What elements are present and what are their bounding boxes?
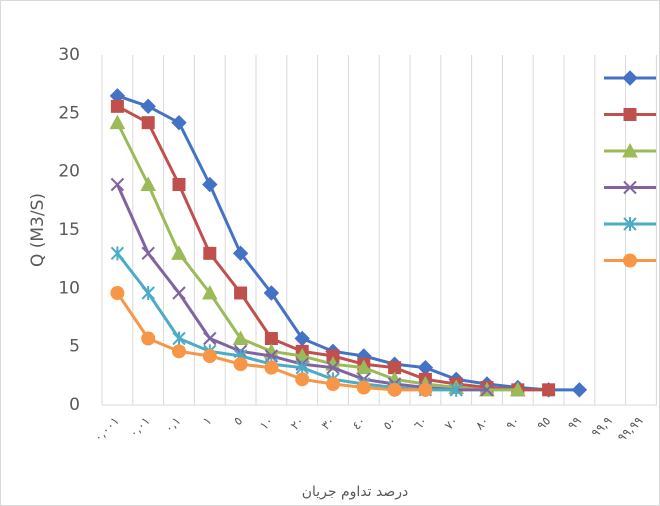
marker <box>295 372 310 387</box>
marker <box>141 286 155 300</box>
marker <box>623 180 637 195</box>
marker <box>449 382 463 397</box>
marker <box>110 286 125 300</box>
marker <box>172 286 186 300</box>
marker <box>326 377 340 391</box>
marker <box>202 349 217 363</box>
marker <box>264 332 278 345</box>
marker <box>326 360 340 375</box>
marker <box>172 331 186 346</box>
marker <box>234 286 248 300</box>
marker <box>171 114 187 131</box>
y-axis-title: Q (M3/S) <box>28 193 48 267</box>
marker <box>140 98 156 115</box>
y-tick-label: 10 <box>58 278 80 298</box>
y-tick-label: 25 <box>58 103 80 123</box>
marker <box>418 382 433 397</box>
marker <box>110 177 125 192</box>
marker <box>141 331 156 346</box>
marker <box>509 381 526 397</box>
marker <box>110 99 124 113</box>
marker <box>141 246 155 261</box>
marker <box>264 360 279 375</box>
marker <box>202 176 218 193</box>
series-line <box>116 121 518 392</box>
marker <box>201 284 218 300</box>
marker <box>387 382 402 397</box>
marker <box>110 246 125 261</box>
marker <box>263 285 280 301</box>
marker <box>623 253 637 268</box>
marker <box>141 116 155 130</box>
marker <box>571 382 588 398</box>
y-tick-label: 15 <box>58 220 80 240</box>
y-tick-label: 5 <box>69 337 80 357</box>
marker <box>623 108 637 121</box>
marker <box>203 331 217 346</box>
y-tick-label: 30 <box>58 45 80 65</box>
marker <box>232 245 249 262</box>
marker <box>172 178 186 191</box>
marker <box>232 330 249 345</box>
marker <box>623 217 637 231</box>
marker <box>480 383 494 397</box>
marker <box>109 114 126 130</box>
x-axis-title: درصد تداوم جریان <box>302 484 409 500</box>
y-tick-label: 20 <box>58 162 80 182</box>
marker <box>172 344 186 359</box>
y-tick-label: 0 <box>69 395 80 415</box>
marker <box>233 357 248 372</box>
marker <box>140 176 157 191</box>
marker <box>171 245 187 260</box>
series-line <box>116 94 580 392</box>
marker <box>356 380 371 395</box>
marker <box>203 246 217 260</box>
marker <box>622 70 638 86</box>
marker <box>622 142 638 158</box>
marker <box>355 359 372 375</box>
marker <box>542 383 556 397</box>
